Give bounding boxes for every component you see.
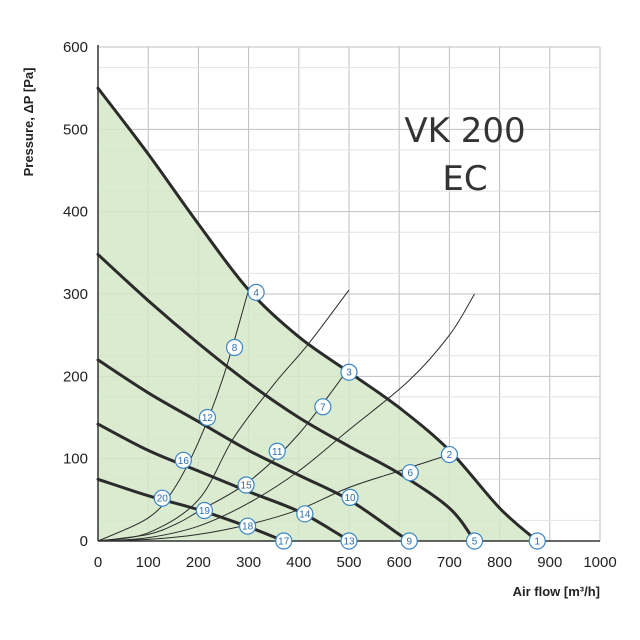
- operating-point-marker: [440, 445, 458, 464]
- x-tick-label: 400: [286, 554, 311, 571]
- operating-point-6: 6: [401, 464, 419, 482]
- operating-point-7: 7: [314, 398, 332, 416]
- operating-point-label: 4: [253, 288, 259, 299]
- operating-point-marker: [268, 442, 286, 460]
- y-tick-label: 600: [63, 39, 88, 56]
- model-title-line-2: EC: [442, 159, 487, 199]
- operating-point-11: 11: [268, 442, 286, 460]
- operating-point-label: 14: [299, 509, 311, 520]
- y-tick-label: 200: [63, 368, 88, 385]
- operating-point-label: 12: [202, 413, 214, 424]
- operating-point-label: 18: [242, 522, 254, 533]
- operating-point-marker: [198, 408, 217, 427]
- operating-point-label: 7: [320, 402, 326, 413]
- operating-point-marker: [528, 532, 546, 550]
- operating-point-marker: [238, 517, 257, 535]
- operating-point-1: 1: [528, 532, 546, 550]
- x-tick-label: 800: [487, 554, 512, 571]
- operating-point-label: 6: [407, 468, 413, 479]
- fan-curve-2: [96, 253, 476, 543]
- operating-point-marker: [340, 363, 358, 381]
- operating-point-marker: [296, 505, 314, 523]
- y-axis-title: Pressure, ΔP [Pa]: [21, 68, 36, 177]
- operating-point-marker: [314, 398, 332, 416]
- operating-point-label: 11: [272, 447, 283, 458]
- tick-labels: 0 100 200 300 400 500 600 700 800 900 1000 0 100 200 3…: [63, 39, 617, 571]
- y-tick-label: 100: [63, 451, 88, 468]
- y-tick-label: 400: [63, 204, 88, 221]
- y-tick-label: 300: [63, 286, 88, 303]
- operating-point-label: 16: [178, 456, 190, 467]
- x-tick-label: 500: [336, 554, 361, 571]
- x-tick-label: 300: [236, 554, 261, 571]
- operating-point-marker: [174, 451, 192, 469]
- operating-point-15: 15: [237, 476, 255, 494]
- operating-point-label: 10: [344, 493, 356, 504]
- operating-point-5: 5: [465, 532, 484, 550]
- operating-point-marker: [247, 283, 265, 301]
- operating-point-19: 19: [195, 501, 214, 520]
- operating-point-label: 17: [278, 537, 290, 548]
- operating-point-16: 16: [174, 451, 192, 469]
- operating-point-13: 13: [340, 532, 358, 550]
- operating-point-label: 1: [534, 537, 540, 548]
- operating-point-marker: [153, 489, 171, 507]
- operating-point-marker: [237, 476, 255, 494]
- operating-point-12: 12: [198, 408, 217, 427]
- chart-titles: VK 200 EC Air flow [m³/h] Pressure, ΔP […: [21, 68, 600, 599]
- operating-point-marker: [400, 532, 418, 550]
- operating-point-3: 3: [340, 363, 358, 381]
- model-title-line-1: VK 200: [404, 111, 525, 151]
- fan-curve-3: [96, 358, 411, 543]
- operating-point-marker: [401, 464, 419, 482]
- x-tick-label: 900: [537, 554, 562, 571]
- x-tick-label: 600: [387, 554, 412, 571]
- x-tick-label: 100: [136, 554, 161, 571]
- operating-point-label: 5: [472, 537, 478, 548]
- operating-point-label: 2: [447, 450, 453, 461]
- operating-point-marker: [195, 501, 214, 520]
- operating-point-marker: [225, 338, 244, 357]
- operating-point-8: 8: [225, 338, 244, 357]
- operating-point-marker: [275, 532, 293, 550]
- x-tick-label: 0: [94, 554, 102, 571]
- y-tick-label: 0: [80, 533, 88, 550]
- operating-point-18: 18: [238, 517, 257, 535]
- x-tick-label: 200: [186, 554, 211, 571]
- operating-point-20: 20: [153, 489, 171, 507]
- fan-curve-1: [96, 86, 539, 543]
- y-tick-label: 500: [63, 121, 88, 138]
- operating-point-9: 9: [400, 532, 418, 550]
- operating-point-label: 19: [199, 506, 211, 517]
- operating-point-label: 13: [343, 537, 355, 548]
- operating-point-label: 3: [346, 368, 352, 379]
- operating-point-14: 14: [296, 505, 314, 523]
- operating-point-2: 2: [440, 445, 458, 464]
- operating-point-marker: [340, 532, 358, 550]
- operating-point-label: 8: [232, 343, 238, 354]
- operating-point-10: 10: [341, 488, 359, 506]
- operating-point-label: 9: [406, 537, 412, 548]
- operating-point-label: 20: [157, 494, 169, 505]
- operating-point-17: 17: [275, 532, 293, 550]
- operating-point-4: 4: [247, 283, 265, 301]
- system-curve-4: [97, 293, 475, 542]
- x-axis-title: Air flow [m³/h]: [513, 584, 600, 599]
- x-tick-label: 1000: [583, 554, 616, 571]
- operating-point-marker: [341, 488, 359, 506]
- x-tick-label: 700: [437, 554, 462, 571]
- operating-point-label: 15: [241, 481, 253, 492]
- operating-point-marker: [465, 532, 484, 550]
